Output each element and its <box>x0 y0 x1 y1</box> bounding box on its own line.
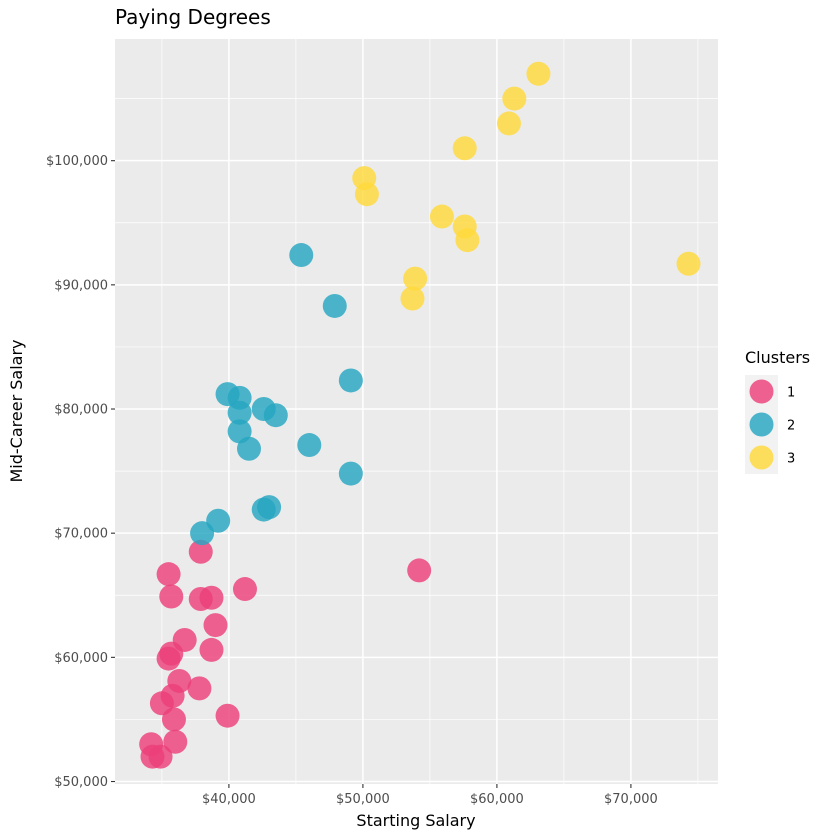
y-axis-title: Mid-Career Salary <box>7 340 26 483</box>
major-gridlines <box>115 39 718 784</box>
data-point-cluster-2 <box>338 461 363 486</box>
data-point-cluster-1 <box>199 637 224 662</box>
data-point-cluster-1 <box>159 584 184 609</box>
data-point-cluster-2 <box>206 508 231 533</box>
data-point-cluster-1 <box>161 707 186 732</box>
legend-key-3 <box>749 445 774 470</box>
y-tick-label: $100,000 <box>46 154 108 169</box>
data-point-cluster-2 <box>263 403 288 428</box>
data-point-cluster-1 <box>167 668 192 693</box>
data-point-cluster-2 <box>237 436 261 461</box>
minor-gridlines <box>115 39 718 784</box>
x-axis-title: Starting Salary <box>356 811 475 830</box>
data-point-cluster-3 <box>452 136 477 161</box>
data-point-cluster-3 <box>455 228 480 253</box>
data-point-cluster-1 <box>163 729 188 754</box>
data-point-cluster-2 <box>289 243 314 268</box>
data-point-cluster-3 <box>502 86 527 111</box>
data-point-cluster-3 <box>526 61 551 86</box>
data-point-cluster-1 <box>187 676 212 701</box>
data-point-cluster-1 <box>215 703 240 728</box>
legend-label-2: 2 <box>787 419 795 434</box>
data-point-cluster-3 <box>429 204 454 229</box>
data-point-cluster-1 <box>188 539 213 564</box>
legend-title: Clusters <box>745 348 810 367</box>
data-point-cluster-2 <box>257 495 282 520</box>
data-point-cluster-3 <box>496 111 521 136</box>
y-tick-label: $60,000 <box>54 651 108 666</box>
data-point-cluster-3 <box>676 251 701 276</box>
data-point-cluster-2 <box>297 433 322 458</box>
data-points <box>139 61 701 769</box>
data-point-cluster-2 <box>338 368 363 393</box>
y-tick-label: $90,000 <box>54 278 108 293</box>
legend-label-3: 3 <box>787 452 795 467</box>
x-tick-label: $60,000 <box>470 792 524 807</box>
y-tick-label: $70,000 <box>54 527 108 542</box>
data-point-cluster-1 <box>407 558 432 583</box>
data-point-cluster-2 <box>227 400 252 425</box>
data-point-cluster-1 <box>148 744 173 769</box>
data-point-cluster-1 <box>156 562 181 587</box>
data-point-cluster-2 <box>322 293 347 318</box>
data-point-cluster-3 <box>403 266 428 291</box>
data-point-cluster-3 <box>400 286 425 311</box>
data-point-cluster-1 <box>203 613 228 638</box>
y-tick-label: $80,000 <box>54 403 108 418</box>
y-tick-label: $50,000 <box>54 775 108 790</box>
legend-key-1 <box>749 379 774 404</box>
x-axis: $40,000 $50,000 $60,000 $70,000 <box>202 784 658 807</box>
plot-panel <box>115 39 718 784</box>
chart-title: Paying Degrees <box>115 5 271 29</box>
x-tick-label: $50,000 <box>336 792 390 807</box>
legend: Clusters 1 2 3 <box>745 348 810 474</box>
legend-key-2 <box>749 412 774 437</box>
x-tick-label: $70,000 <box>604 792 658 807</box>
data-point-cluster-1 <box>172 627 197 652</box>
legend-label-1: 1 <box>787 386 795 401</box>
data-point-cluster-1 <box>232 577 257 602</box>
data-point-cluster-3 <box>354 182 379 207</box>
data-point-cluster-1 <box>199 585 224 610</box>
x-tick-label: $40,000 <box>202 792 256 807</box>
y-axis: $50,000 $60,000 $70,000 $80,000 $90,000 $100,… <box>46 154 115 790</box>
